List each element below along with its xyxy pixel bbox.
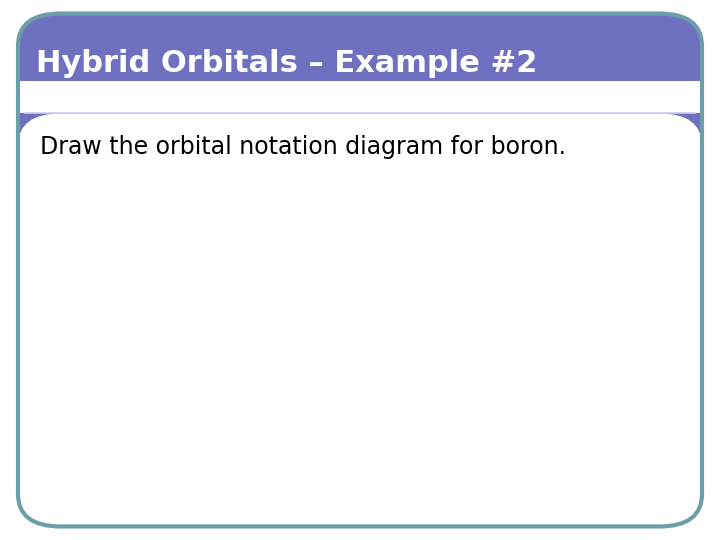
FancyBboxPatch shape <box>18 14 702 526</box>
Text: Draw the orbital notation diagram for boron.: Draw the orbital notation diagram for bo… <box>40 135 566 159</box>
Bar <box>18 81 702 113</box>
Text: Hybrid Orbitals – Example #2: Hybrid Orbitals – Example #2 <box>36 49 537 78</box>
FancyBboxPatch shape <box>18 113 702 526</box>
